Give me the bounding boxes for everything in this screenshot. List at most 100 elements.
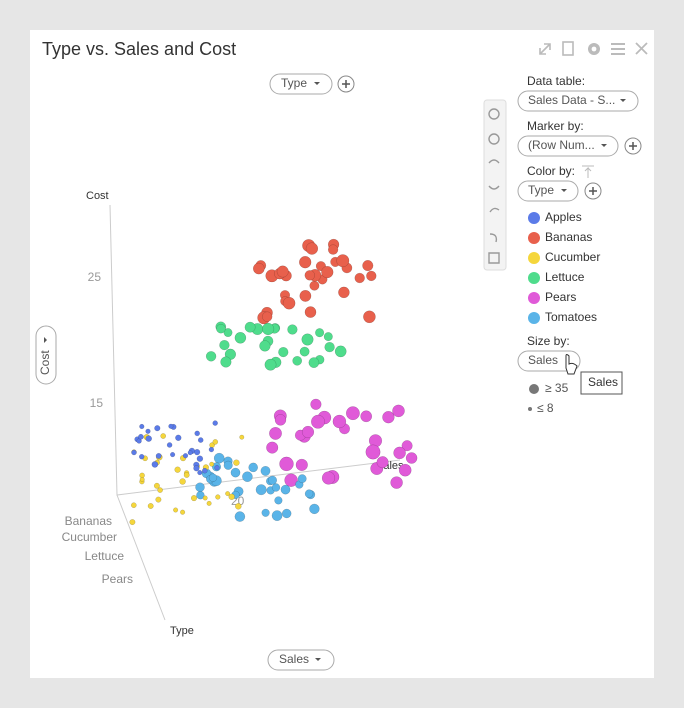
- marker: [304, 489, 314, 498]
- marker: [139, 477, 145, 482]
- marker: [183, 472, 190, 478]
- tick-label: Lettuce: [85, 549, 125, 563]
- panel-label: Color by:: [527, 164, 575, 178]
- marker: [261, 508, 270, 517]
- size-by-dropdown[interactable]: Sales: [517, 350, 581, 375]
- marker: [336, 254, 350, 268]
- marker: [267, 475, 278, 485]
- marker: [345, 406, 360, 421]
- legend-label: Tomatoes: [545, 310, 597, 324]
- add-button[interactable]: [584, 182, 602, 200]
- marker: [301, 333, 314, 346]
- marker: [197, 470, 203, 476]
- marker: [216, 323, 226, 334]
- marker: [193, 448, 201, 456]
- marker: [180, 509, 186, 515]
- panel-label: Data table:: [527, 74, 585, 88]
- marker: [299, 256, 312, 269]
- marker: [193, 465, 200, 472]
- marker: [196, 455, 204, 462]
- marker: [266, 441, 279, 454]
- legend-swatch: [528, 312, 540, 324]
- marker-by-dropdown[interactable]: (Row Num...: [517, 135, 619, 157]
- marker: [301, 425, 315, 439]
- marker: [201, 467, 208, 474]
- size-icon: [529, 384, 539, 394]
- dropdown-value: Type: [528, 183, 554, 197]
- marker: [305, 242, 319, 255]
- color-by-dropdown[interactable]: Type: [517, 180, 579, 202]
- axes: [109, 204, 401, 621]
- marker: [382, 411, 395, 424]
- add-button[interactable]: [337, 75, 355, 93]
- marker: [145, 428, 151, 434]
- marker: [174, 466, 181, 473]
- top-axis-selector[interactable]: Type: [269, 73, 333, 95]
- marker: [228, 493, 235, 501]
- marker: [390, 476, 403, 489]
- left-axis-selector[interactable]: Cost: [35, 325, 57, 385]
- legend: Apples Bananas Cucumber Lettuce Pears Tomatoe…: [528, 210, 600, 324]
- marker: [138, 453, 145, 460]
- legend-label: Lettuce: [545, 270, 585, 284]
- marker: [405, 452, 418, 464]
- marker: [362, 260, 374, 272]
- marker: [187, 450, 193, 456]
- marker: [213, 452, 225, 464]
- marker: [220, 356, 232, 368]
- marker: [179, 478, 186, 485]
- tick-label: Cucumber: [62, 530, 117, 544]
- bottom-axis-selector[interactable]: Sales: [267, 649, 335, 671]
- marker: [287, 324, 298, 335]
- marker: [295, 458, 308, 471]
- marker: [212, 420, 218, 426]
- marker: [309, 280, 320, 291]
- marker: [304, 270, 316, 281]
- marker: [309, 503, 320, 515]
- navigation-toolbar[interactable]: [483, 99, 507, 271]
- marker: [182, 453, 189, 459]
- tooltip-text: Sales: [588, 375, 618, 389]
- marker: [262, 311, 273, 322]
- marker: [264, 358, 277, 371]
- marker: [129, 519, 136, 526]
- marker: [230, 467, 241, 478]
- marker: [401, 440, 413, 452]
- marker: [214, 465, 220, 471]
- toolbar-icons: [539, 41, 648, 56]
- marker: [281, 508, 292, 519]
- marker: [366, 270, 377, 282]
- legend-swatch: [528, 272, 540, 284]
- marker: [304, 306, 317, 318]
- marker: [365, 444, 381, 460]
- add-button[interactable]: [624, 137, 642, 155]
- marker: [354, 272, 365, 284]
- tick-label: 15: [90, 396, 104, 410]
- marker: [155, 452, 162, 459]
- tooltip: Sales: [580, 371, 623, 395]
- legend-label: Pears: [545, 290, 576, 304]
- data-table-dropdown[interactable]: Sales Data - S...: [517, 90, 639, 112]
- marker: [239, 434, 245, 440]
- marker: [262, 322, 275, 336]
- marker: [157, 487, 163, 493]
- marker: [208, 446, 215, 453]
- legend-swatch: [528, 212, 540, 224]
- marker: [166, 442, 173, 448]
- marker: [392, 404, 405, 418]
- marker: [315, 328, 325, 338]
- marker: [363, 310, 376, 324]
- marker: [282, 296, 296, 310]
- marker: [173, 507, 179, 513]
- marker: [235, 503, 242, 510]
- marker: [248, 462, 258, 473]
- legend-label: Apples: [545, 210, 582, 224]
- marker: [244, 321, 256, 333]
- dropdown-value: Sales: [528, 353, 558, 367]
- marker: [278, 346, 289, 358]
- marker: [334, 345, 347, 358]
- marker: [233, 459, 240, 466]
- marker: [284, 473, 298, 487]
